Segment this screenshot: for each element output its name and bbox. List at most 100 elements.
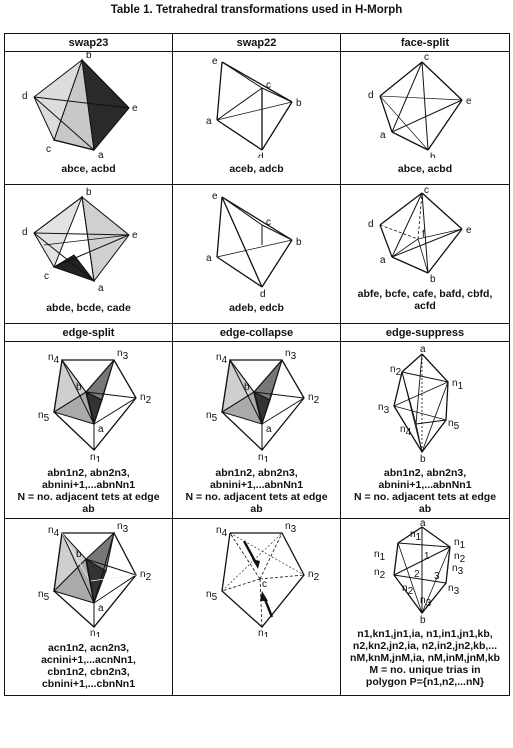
caption-edge-suppress-2: abnini+1,...abnNn1 (378, 479, 472, 491)
label-n1k: n1 (374, 549, 386, 563)
label-n5: n5 (206, 410, 218, 424)
label-n1: n1 (90, 452, 102, 462)
caption-face-split-bottom-1: abfe, bcfe, cafe, bafd, cbfd, (357, 288, 493, 300)
caption-swap22-top: aceb, adcb (229, 163, 284, 175)
caption-edge-split-3: N = no. adjacent tets at edge (17, 491, 160, 503)
cell-face-split-bottom: c d e f a b abfe, bcfe, cafe, bafd, cbfd… (340, 184, 510, 324)
label-n2: n2 (390, 364, 402, 378)
label-b: b (76, 549, 82, 560)
caption-edge-suppress-3: N = no. adjacent tets at edge (353, 491, 497, 503)
caption-edge-collapse-3: N = no. adjacent tets at edge (185, 491, 328, 503)
label-n1i: n1 (454, 537, 466, 551)
label-b: b (86, 187, 92, 198)
label-n4: n4 (216, 525, 228, 539)
label-a: a (98, 283, 104, 294)
label-n1: n1 (90, 628, 102, 637)
label-n2k: n2 (402, 583, 414, 597)
row-edge-transformations: n4 n3 n2 n5 n1 b a abn1n2, abn2n3, abnin… (4, 341, 510, 519)
cell-edge-split-bottom: n4 n3 n2 n5 n1 b a acn1n2, acn2n3, acnin… (4, 518, 173, 696)
label-d: d (22, 91, 28, 102)
label-n2: n2 (140, 392, 152, 406)
header-swap22: swap22 (172, 33, 341, 52)
edge-split-diagram: n4 n3 n2 n5 n1 b a (38, 348, 152, 466)
edge-split-result-diagram: n4 n3 n2 n5 n1 b a (38, 521, 152, 642)
label-b: b (420, 615, 426, 623)
caption-edge-suppress-4: ab (418, 503, 432, 515)
label-n3i: n3 (452, 563, 464, 577)
label-a: a (98, 424, 104, 435)
label-n5: n5 (38, 410, 50, 424)
label-n1: n1 (258, 628, 270, 637)
cell-edge-collapse-bottom: n4 n3 n2 n5 n1 c (172, 518, 341, 696)
label-e: e (132, 230, 138, 241)
label-n4: n4 (216, 352, 228, 366)
label-n5: n5 (38, 589, 50, 603)
label-n3: n3 (378, 402, 390, 416)
label-n1: n1 (258, 452, 270, 462)
label-n2i: n2 (454, 551, 466, 565)
face-split-top-diagram: c d e a b (368, 53, 472, 164)
edge-collapse-diagram: n4 n3 n2 n5 n1 b a (206, 348, 320, 466)
cell-edge-split-top: n4 n3 n2 n5 n1 b a abn1n2, abn2n3, abnin… (4, 341, 173, 519)
caption-edge-split-1: abn1n2, abn2n3, (47, 467, 130, 479)
label-n2: n2 (308, 392, 320, 406)
label-c: c (262, 579, 267, 590)
label-n4: n4 (48, 352, 60, 366)
cell-swap23-top: b d e c a abce, acbd (4, 51, 173, 185)
label-b: b (244, 382, 250, 393)
caption-swap22-bottom: adeb, edcb (229, 302, 284, 314)
label-n1: n1 (452, 378, 464, 392)
caption-es-bottom-2: acnini+1,...acnNn1, (41, 654, 136, 666)
edge-suppress-result-diagram: a b n1 n1 n2 n3 n1 n2 n2 n3 n3 1 2 3 (374, 520, 466, 627)
caption-edge-split-2: abnini+1,...abnNn1 (41, 479, 136, 491)
label-c: c (266, 80, 271, 91)
label-tri-1: 1 (424, 551, 430, 562)
label-n3: n3 (285, 521, 297, 535)
label-b: b (430, 274, 436, 283)
label-n3: n3 (285, 348, 297, 362)
label-e: e (466, 225, 472, 236)
cell-swap22-top: e c b a d aceb, adcb (172, 51, 341, 185)
row-bottom-transformations: b d e c a abde, bcde, cade e c b (4, 184, 510, 324)
transformations-table: swap23 swap22 face-split b d e c a abce,… (4, 33, 510, 696)
label-b: b (76, 382, 82, 393)
caption-sup-bottom-3: nM,knM,jnM,ia, nM,inM,jnM,kb (350, 652, 500, 664)
caption-face-split-bottom-2: acfd (414, 300, 436, 312)
header-edge-suppress: edge-suppress (340, 323, 510, 342)
caption-es-bottom-4: cbnini+1,...cbnNn1 (41, 678, 136, 690)
label-a: a (98, 150, 104, 158)
label-n4: n4 (400, 424, 412, 438)
label-tri-2: 2 (414, 569, 420, 580)
label-f: f (422, 229, 425, 240)
label-tri-3: 3 (434, 571, 440, 582)
header-row-2: edge-split edge-collapse edge-suppress (4, 323, 510, 342)
label-a: a (206, 116, 212, 127)
label-c: c (46, 144, 51, 155)
header-swap23: swap23 (4, 33, 173, 52)
header-face-split: face-split (340, 33, 510, 52)
label-c: c (424, 185, 429, 196)
label-d: d (22, 227, 28, 238)
label-n4: n4 (48, 525, 60, 539)
label-n1j: n1 (410, 529, 422, 543)
label-e: e (212, 56, 218, 67)
label-b: b (420, 454, 426, 462)
label-b: b (296, 237, 302, 248)
caption-sup-bottom-4: M = no. unique trias in (369, 664, 481, 676)
label-n2: n2 (140, 569, 152, 583)
table-title: Table 1. Tetrahedral transformations use… (110, 4, 403, 16)
caption-face-split-top: abce, acbd (397, 163, 453, 175)
label-d: d (258, 152, 264, 158)
label-a: a (380, 130, 386, 141)
caption-sup-bottom-1: n1,kn1,jn1,ia, n1,in1,jn1,kb, (357, 628, 493, 640)
label-d: d (368, 90, 374, 101)
label-c: c (44, 271, 49, 282)
caption-sup-bottom-2: n2,kn2,jn2,ia, n2,in2,jn2,kb,... (352, 640, 498, 652)
caption-sup-bottom-5: polygon P={n1,n2,...nN} (365, 676, 485, 688)
header-row-1: swap23 swap22 face-split (4, 33, 510, 52)
cell-face-split-top: c d e a b abce, acbd (340, 51, 510, 185)
label-n5: n5 (448, 418, 460, 432)
label-n3: n3 (117, 521, 129, 535)
caption-es-bottom-1: acn1n2, acn2n3, (47, 642, 130, 654)
swap22-bottom-diagram: e c b a d (206, 191, 302, 300)
